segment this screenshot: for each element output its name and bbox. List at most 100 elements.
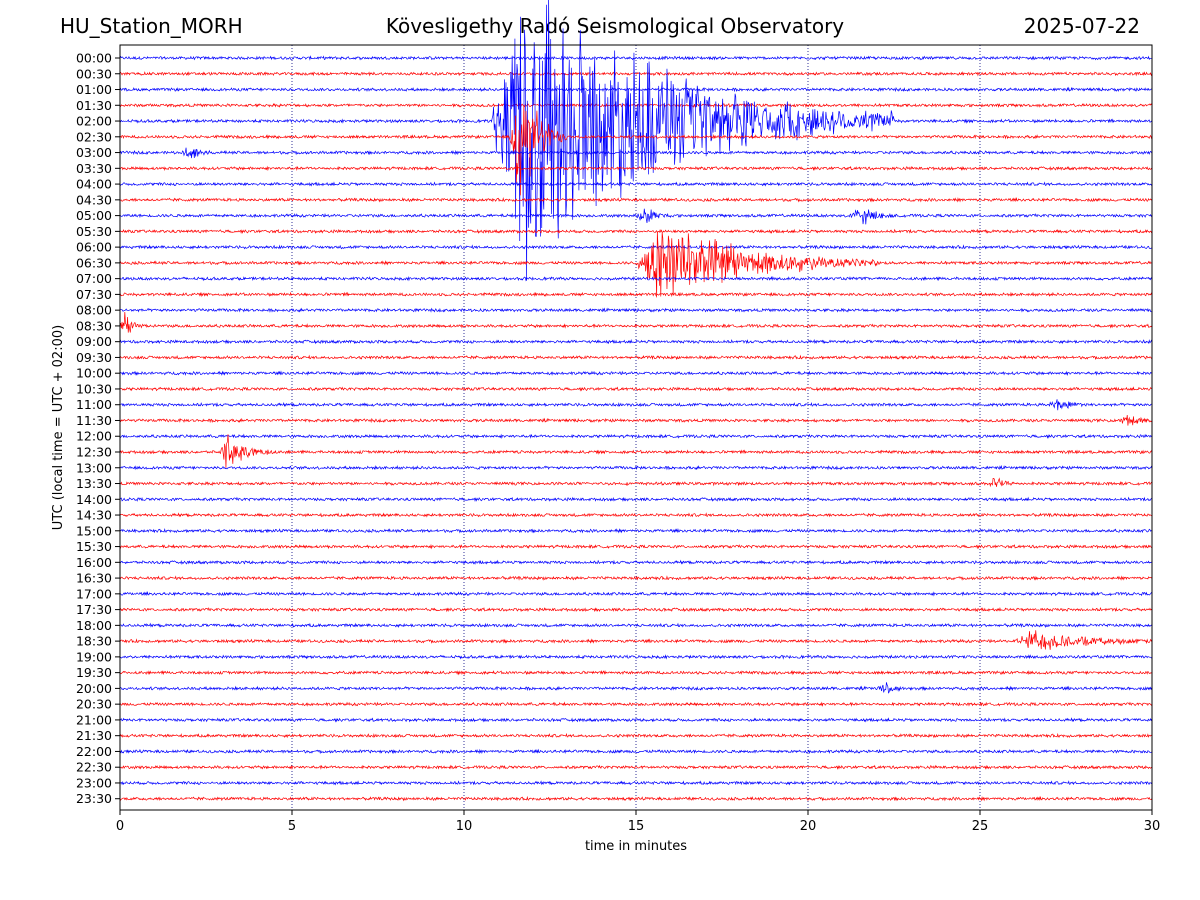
trace-1230 [119,434,1153,468]
x-tick-label: 0 [116,819,124,834]
trace-0600 [119,244,1153,250]
trace-0730 [119,291,1153,298]
y-tick-label: 19:00 [76,649,112,664]
x-axis-label: time in minutes [585,839,687,854]
y-axis-label: UTC (local time = UTC + 02:00) [51,325,66,530]
y-tick-label: 11:30 [76,413,112,428]
trace-2300 [119,780,1153,786]
y-tick-label: 23:00 [76,775,112,790]
y-tick-label: 20:30 [76,697,112,712]
y-tick-label: 03:00 [76,145,112,160]
chart-date: 2025-07-22 [1023,14,1140,38]
trace-1830 [119,630,1153,650]
y-tick-label: 10:30 [76,381,112,396]
trace-1030 [119,386,1153,392]
trace-1300 [119,464,1153,471]
y-tick-label: 09:00 [76,334,112,349]
y-tick-label: 02:30 [76,129,112,144]
trace-1330 [119,477,1153,488]
y-tick-label: 15:30 [76,539,112,554]
y-tick-label: 22:30 [76,760,112,775]
trace-1130 [119,415,1153,426]
trace-1900 [119,654,1153,660]
y-tick-label: 22:00 [76,744,112,759]
trace-0900 [119,338,1153,345]
trace-0030 [119,71,1153,77]
trace-1930 [119,669,1153,676]
y-tick-label: 12:30 [76,445,112,460]
trace-2230 [119,764,1153,770]
y-tick-label: 16:00 [76,555,112,570]
y-tick-label: 19:30 [76,665,112,680]
y-tick-label: 05:30 [76,224,112,239]
trace-1200 [119,433,1153,440]
y-tick-label: 06:00 [76,240,112,255]
trace-0830 [119,311,1153,333]
y-tick-label: 05:00 [76,208,112,223]
y-tick-label: 03:30 [76,161,112,176]
trace-0800 [119,307,1153,313]
trace-1500 [119,527,1153,534]
y-tick-label: 17:00 [76,586,112,601]
trace-0930 [119,354,1153,361]
x-ticks: 0 5 10 15 20 25 30 [116,810,1160,834]
y-tick-label: 06:30 [76,255,112,270]
y-tick-label: 14:30 [76,508,112,523]
traces [119,0,1153,802]
trace-0230 [119,105,1153,196]
trace-1630 [119,575,1153,581]
y-tick-label: 21:30 [76,728,112,743]
trace-1100 [119,399,1153,411]
trace-2330 [119,795,1153,802]
trace-1700 [119,591,1153,597]
trace-1730 [119,606,1153,613]
y-tick-label: 11:00 [76,397,112,412]
x-tick-label: 10 [456,819,473,834]
chart-title: Kövesligethy Radó Seismological Observat… [385,14,845,38]
x-tick-label: 5 [288,819,296,834]
trace-2200 [119,748,1153,755]
trace-0530 [119,228,1153,235]
trace-2130 [119,732,1153,739]
station-name: HU_Station_MORH [60,14,243,38]
y-tick-label: 15:00 [76,523,112,538]
trace-1430 [119,512,1153,518]
trace-1000 [119,370,1153,376]
trace-0130 [119,102,1153,109]
trace-0100 [119,86,1153,93]
y-ticks: 00:0000:3001:0001:3002:0002:3003:0003:30… [76,51,120,806]
x-tick-label: 25 [972,819,989,834]
y-tick-label: 16:30 [76,571,112,586]
trace-1800 [119,622,1153,629]
trace-0700 [119,275,1153,282]
y-tick-label: 10:00 [76,366,112,381]
trace-1400 [119,496,1153,502]
trace-0630 [119,231,1153,298]
y-tick-label: 04:00 [76,177,112,192]
y-tick-label: 00:00 [76,51,112,66]
y-tick-label: 07:00 [76,271,112,286]
y-tick-label: 12:00 [76,429,112,444]
x-tick-label: 30 [1144,819,1161,834]
grid-lines [291,45,981,810]
y-tick-label: 01:00 [76,82,112,97]
y-tick-label: 01:30 [76,98,112,113]
y-tick-label: 08:00 [76,303,112,318]
trace-0300 [119,147,1153,159]
y-tick-label: 21:00 [76,712,112,727]
y-tick-label: 13:00 [76,460,112,475]
trace-2030 [119,701,1153,707]
y-tick-label: 02:00 [76,114,112,129]
y-tick-label: 13:30 [76,476,112,491]
y-tick-label: 17:30 [76,602,112,617]
y-tick-label: 23:30 [76,791,112,806]
trace-2100 [119,717,1153,723]
y-tick-label: 18:30 [76,634,112,649]
y-tick-label: 14:00 [76,492,112,507]
y-tick-label: 18:00 [76,618,112,633]
trace-0330 [119,165,1153,172]
trace-0500 [119,208,1153,225]
trace-0400 [119,181,1153,187]
y-tick-label: 04:30 [76,192,112,207]
